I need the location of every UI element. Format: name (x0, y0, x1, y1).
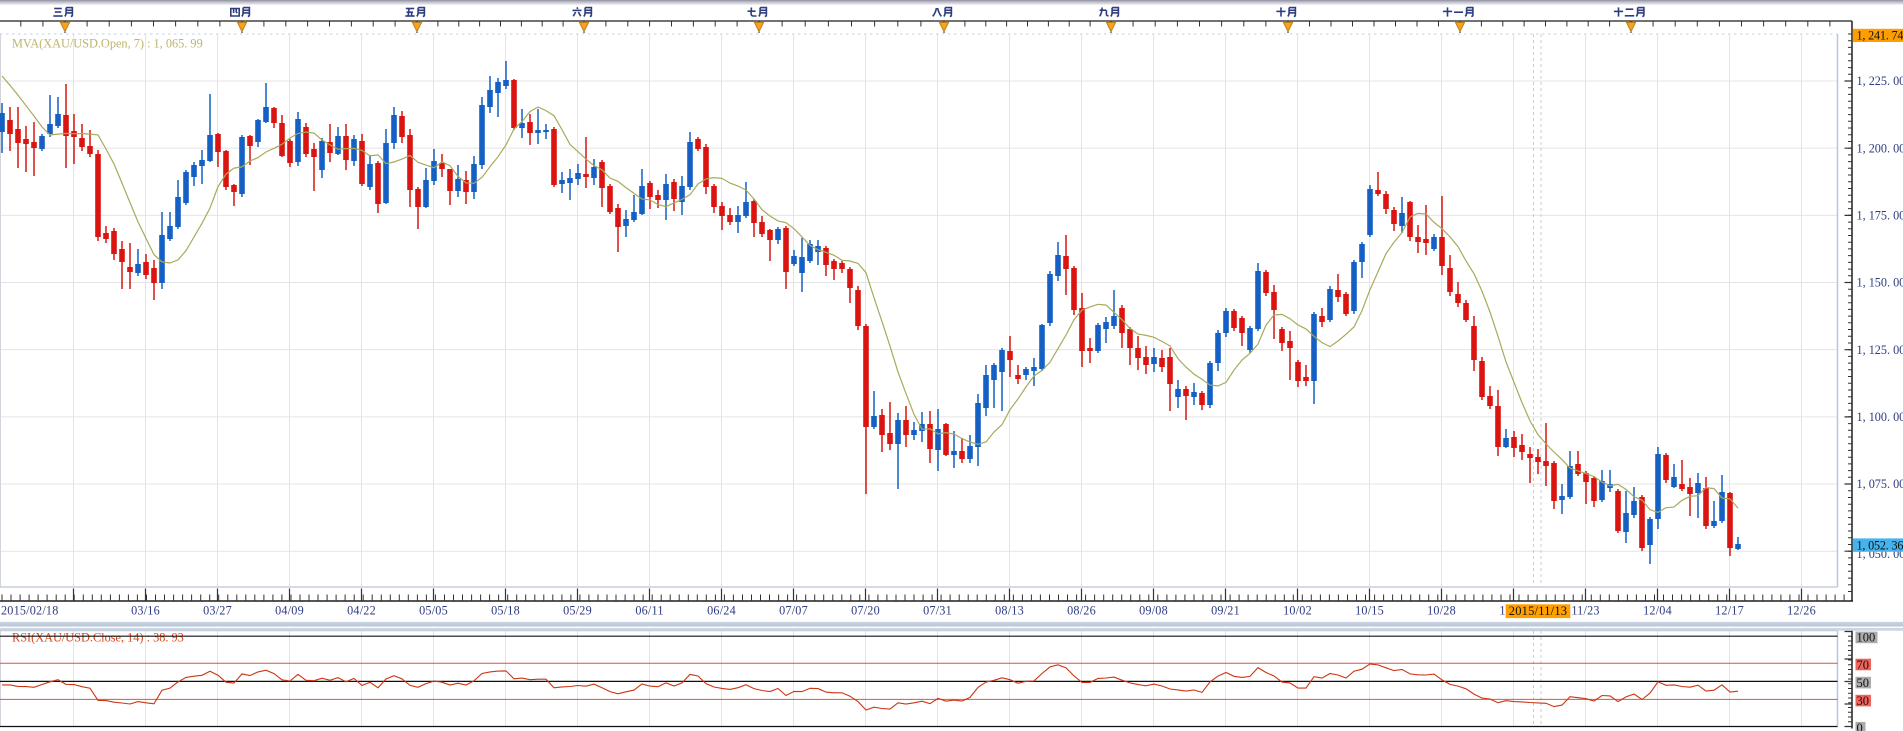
svg-text:09/21: 09/21 (1211, 604, 1240, 618)
svg-text:11/23: 11/23 (1571, 604, 1599, 618)
svg-text:08/26: 08/26 (1067, 604, 1096, 618)
svg-text:2015/02/18: 2015/02/18 (1, 604, 59, 618)
svg-text:1, 200. 00: 1, 200. 00 (1857, 141, 1903, 155)
svg-text:03/16: 03/16 (131, 604, 160, 618)
svg-text:06/24: 06/24 (707, 604, 736, 618)
svg-text:MVA(XAU/USD.Open, 7) : 1, 065.: MVA(XAU/USD.Open, 7) : 1, 065. 99 (12, 37, 203, 51)
svg-text:07/07: 07/07 (779, 604, 808, 618)
svg-text:RSI(XAU/USD.Close, 14) : 38. 9: RSI(XAU/USD.Close, 14) : 38. 93 (12, 631, 184, 645)
svg-text:05/18: 05/18 (491, 604, 520, 618)
svg-text:1, 225. 00: 1, 225. 00 (1857, 74, 1903, 88)
svg-text:1, 052. 36: 1, 052. 36 (1857, 538, 1903, 552)
svg-text:1, 241. 74: 1, 241. 74 (1857, 29, 1903, 43)
svg-text:05/05: 05/05 (419, 604, 448, 618)
svg-text:0: 0 (1857, 721, 1863, 731)
svg-text:04/22: 04/22 (347, 604, 376, 618)
svg-text:07/31: 07/31 (923, 604, 952, 618)
svg-text:08/13: 08/13 (995, 604, 1024, 618)
svg-text:1, 125. 00: 1, 125. 00 (1857, 343, 1903, 357)
svg-text:10/02: 10/02 (1283, 604, 1312, 618)
svg-text:70: 70 (1857, 658, 1870, 672)
svg-text:100: 100 (1857, 631, 1876, 645)
svg-text:12/17: 12/17 (1715, 604, 1744, 618)
svg-text:12/04: 12/04 (1643, 604, 1672, 618)
svg-text:04/09: 04/09 (275, 604, 304, 618)
svg-text:10/15: 10/15 (1355, 604, 1384, 618)
svg-text:1, 075. 00: 1, 075. 00 (1857, 477, 1903, 491)
svg-text:03/27: 03/27 (203, 604, 232, 618)
svg-text:1, 100. 00: 1, 100. 00 (1857, 410, 1903, 424)
svg-text:09/08: 09/08 (1139, 604, 1168, 618)
svg-text:2015/11/13: 2015/11/13 (1509, 604, 1567, 618)
svg-text:1, 175. 00: 1, 175. 00 (1857, 209, 1903, 223)
svg-text:50: 50 (1857, 676, 1870, 690)
svg-text:10/28: 10/28 (1427, 604, 1456, 618)
svg-text:1, 150. 00: 1, 150. 00 (1857, 276, 1903, 290)
svg-text:07/20: 07/20 (851, 604, 880, 618)
svg-text:06/11: 06/11 (635, 604, 663, 618)
svg-text:12/26: 12/26 (1787, 604, 1816, 618)
svg-text:30: 30 (1857, 694, 1870, 708)
svg-text:05/29: 05/29 (563, 604, 592, 618)
